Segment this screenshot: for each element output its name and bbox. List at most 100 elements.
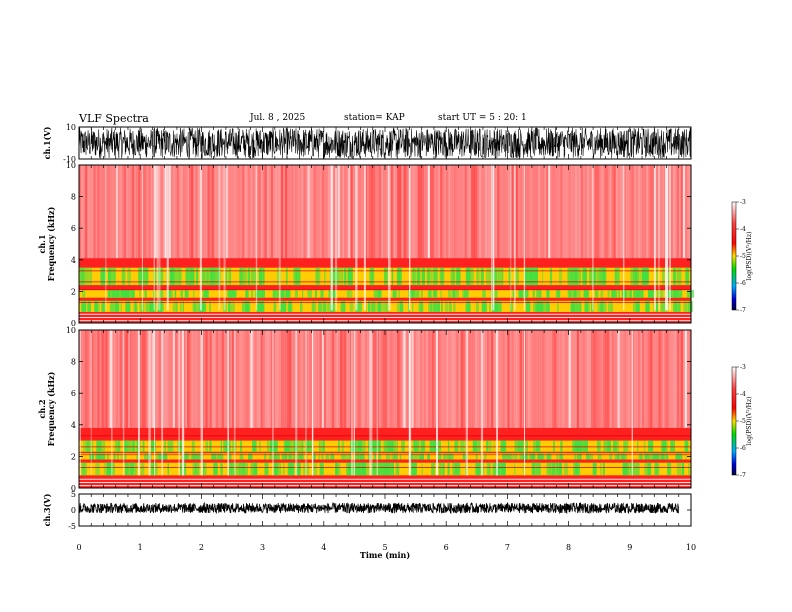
spectrogram-streak bbox=[211, 165, 214, 263]
spectrogram-band-green bbox=[202, 267, 208, 286]
spectrogram-streak bbox=[393, 165, 396, 263]
spectrogram-band-green bbox=[421, 440, 426, 452]
spectrogram-streak-white bbox=[669, 165, 671, 311]
spectrogram-streak bbox=[203, 330, 206, 428]
spectrogram-streak bbox=[478, 165, 482, 263]
spectrogram-band-green bbox=[179, 440, 181, 452]
spectrogram-streak bbox=[419, 165, 422, 263]
spectrogram-band-green bbox=[441, 300, 443, 312]
spectrogram-streak bbox=[444, 165, 447, 263]
spectrogram-band-green bbox=[225, 267, 228, 286]
spectrogram-streak bbox=[529, 330, 533, 428]
spectrogram-band-green bbox=[676, 267, 682, 286]
spectrogram-band-green bbox=[452, 462, 454, 476]
spectrogram-band-green bbox=[633, 300, 636, 312]
spectrogram-band-green bbox=[553, 462, 557, 476]
spectrogram-streak bbox=[152, 165, 155, 263]
spectrogram-band-green bbox=[493, 462, 496, 476]
spectrogram-streak bbox=[368, 165, 371, 263]
colorbar-tick-label: -3 bbox=[740, 364, 746, 371]
spectrogram-band-green bbox=[676, 300, 679, 312]
spectrogram-band-green bbox=[341, 267, 343, 286]
spectrogram-streak bbox=[130, 165, 133, 263]
spectrogram-band-green bbox=[641, 267, 646, 286]
spectrogram-band-green bbox=[575, 267, 579, 286]
spectrogram-streak bbox=[646, 165, 649, 263]
spectrogram-band-green bbox=[385, 300, 390, 312]
spectrogram-streak bbox=[452, 330, 455, 428]
y-axis-label: Frequency (kHz) bbox=[46, 371, 56, 446]
spectrogram-streak bbox=[327, 330, 331, 428]
spectrogram-streak bbox=[452, 165, 455, 263]
spectrogram-streak bbox=[315, 165, 318, 263]
spectrogram-band-green bbox=[235, 462, 240, 476]
spectrogram-band-green bbox=[677, 289, 683, 298]
x-tick-label: 8 bbox=[566, 543, 571, 552]
spectrogram-streak bbox=[323, 330, 327, 428]
spectrogram-band-green bbox=[650, 453, 655, 460]
spectrogram-band-green bbox=[158, 267, 164, 286]
spectrogram-band-green bbox=[456, 267, 461, 286]
spectrogram-streak bbox=[658, 330, 661, 428]
colorbar bbox=[731, 201, 737, 311]
spectrogram-streak bbox=[87, 330, 90, 428]
spectrogram-band-green bbox=[452, 289, 458, 298]
spectrogram-band-green bbox=[617, 453, 620, 460]
spectrogram-streak bbox=[550, 330, 553, 428]
spectrogram-band-green bbox=[330, 453, 335, 460]
spectrogram-streak bbox=[454, 330, 457, 428]
spectrogram-band-green bbox=[509, 300, 513, 312]
spectrogram-band-green bbox=[239, 267, 242, 286]
spectrogram-band-green bbox=[499, 267, 504, 286]
spectrogram-streak bbox=[599, 165, 602, 263]
spectrogram-band-green bbox=[668, 462, 671, 476]
spectrogram-streak bbox=[366, 165, 369, 263]
spectrogram-streak bbox=[425, 330, 429, 428]
spectrogram-streak bbox=[93, 165, 96, 263]
spectrogram-band-green bbox=[673, 289, 677, 298]
spectrogram-band-green bbox=[439, 440, 441, 452]
spectrogram-streak bbox=[358, 165, 361, 263]
spectrogram-band-green bbox=[120, 453, 123, 460]
spectrogram-streak bbox=[201, 165, 204, 263]
spectrogram-band-green bbox=[162, 453, 168, 460]
spectrogram-streak bbox=[564, 165, 567, 263]
spectrogram-band-green bbox=[288, 300, 293, 312]
spectrogram-band-green bbox=[637, 440, 639, 452]
spectrogram-band-green bbox=[637, 300, 639, 312]
spectrogram-band-green bbox=[576, 300, 581, 312]
spectrogram-band-green bbox=[522, 462, 524, 476]
spectrogram-streak-white bbox=[592, 165, 594, 311]
spectrogram-streak bbox=[238, 165, 241, 263]
spectrogram-streak bbox=[317, 165, 320, 263]
spectrogram-streak bbox=[199, 330, 202, 428]
spectrogram-streak bbox=[558, 330, 561, 428]
spectrogram-band-green bbox=[231, 300, 235, 312]
spectrogram-streak bbox=[615, 330, 618, 428]
spectrogram-band-green bbox=[113, 453, 116, 460]
spectrogram-band-green bbox=[676, 289, 678, 298]
spectrogram-band-green bbox=[285, 453, 288, 460]
spectrogram-band-green bbox=[292, 440, 297, 452]
spectrogram-band-green bbox=[661, 440, 667, 452]
spectrogram-streak bbox=[662, 330, 665, 428]
spectrogram-streak bbox=[352, 165, 355, 263]
spectrogram-streak bbox=[207, 330, 210, 428]
spectrogram-streak bbox=[191, 165, 194, 263]
spectrogram-streak bbox=[568, 165, 571, 263]
spectrogram-streak bbox=[144, 330, 147, 428]
spectrogram-band-green bbox=[475, 300, 479, 312]
y-tick-label: 6 bbox=[71, 389, 76, 398]
spectrogram-band-green bbox=[251, 267, 255, 286]
spectrogram-streak bbox=[383, 330, 386, 428]
chart-title: VLF Spectra bbox=[79, 112, 149, 125]
spectrogram-band-green bbox=[95, 300, 100, 312]
spectrogram-band-green bbox=[82, 267, 86, 286]
spectrogram-streak bbox=[415, 330, 418, 428]
spectrogram-band-green bbox=[286, 289, 290, 298]
spectrogram-band-green bbox=[327, 300, 330, 312]
spectrogram-band-green bbox=[391, 267, 394, 286]
spectrogram-streak bbox=[503, 330, 506, 428]
spectrogram-streak bbox=[570, 330, 573, 428]
spectrogram-streak bbox=[601, 330, 604, 428]
